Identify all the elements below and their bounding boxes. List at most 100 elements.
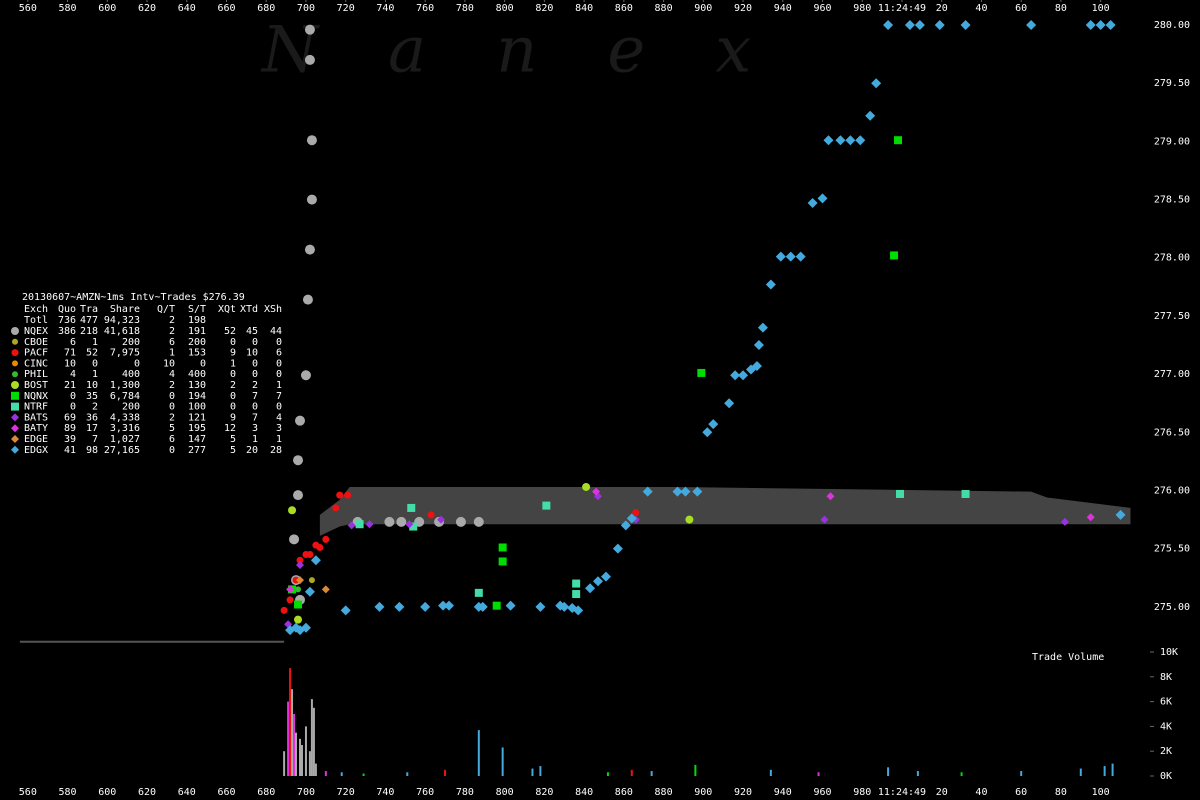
trade-marker xyxy=(680,486,691,497)
x-tick-label: 940 xyxy=(774,3,792,14)
table-cell: BATY xyxy=(24,423,48,434)
trade-marker xyxy=(582,482,591,491)
table-cell: 1 xyxy=(169,348,175,359)
volume-tick-label: 8K xyxy=(1160,672,1172,683)
table-cell: 94,323 xyxy=(104,315,140,326)
table-cell: 218 xyxy=(80,326,98,337)
trade-marker xyxy=(306,550,314,558)
trade-marker xyxy=(455,516,466,527)
trade-marker xyxy=(473,516,484,527)
trade-marker xyxy=(702,427,713,438)
trade-marker xyxy=(293,490,304,501)
table-cell: 41,618 xyxy=(104,326,140,337)
volume-bar xyxy=(817,772,820,776)
table-cell: 3,316 xyxy=(110,423,140,434)
trade-marker xyxy=(409,522,418,531)
table-cell: 39 xyxy=(64,434,76,445)
table-cell: 12 xyxy=(224,423,236,434)
table-cell: 27,165 xyxy=(104,445,140,456)
table-cell: 1 xyxy=(276,434,282,445)
table-cell: 2 xyxy=(92,402,98,413)
x-tick-label: 100 xyxy=(1092,3,1110,14)
table-cell: 7 xyxy=(276,391,282,402)
legend-marker xyxy=(11,381,19,389)
table-cell: 44 xyxy=(270,326,282,337)
trade-marker xyxy=(336,491,344,499)
table-cell: EDGX xyxy=(24,445,48,456)
table-cell: 194 xyxy=(188,391,206,402)
legend-marker xyxy=(11,435,19,443)
volume-bar xyxy=(300,745,303,776)
y-tick-label: 275.00 xyxy=(1154,602,1190,613)
x-tick-label: 840 xyxy=(575,3,593,14)
trade-marker xyxy=(1086,513,1095,522)
table-cell: 200 xyxy=(188,337,206,348)
x-tick-label: 800 xyxy=(496,787,514,798)
trade-marker xyxy=(304,586,315,597)
trade-marker xyxy=(347,521,356,530)
table-cell: 0 xyxy=(200,358,206,369)
trade-marker xyxy=(865,110,876,121)
table-cell: 386 xyxy=(58,326,76,337)
trade-marker xyxy=(1095,20,1106,31)
trade-marker xyxy=(961,489,970,498)
table-cell: 0 xyxy=(252,402,258,413)
chart-title: 20130607~AMZN~1ms Intv~Trades $276.39 xyxy=(22,292,245,303)
x-tick-label: 740 xyxy=(376,3,394,14)
trade-marker xyxy=(286,596,294,604)
trade-marker xyxy=(316,543,324,551)
table-cell: Totl xyxy=(24,315,48,326)
trade-marker xyxy=(289,534,300,545)
table-cell: 41 xyxy=(64,445,76,456)
trade-marker xyxy=(1026,20,1037,31)
table-cell: 4,338 xyxy=(110,412,140,423)
trade-marker xyxy=(775,251,786,262)
volume-bar xyxy=(630,769,633,776)
trade-marker xyxy=(405,520,414,529)
table-cell: 2 xyxy=(230,380,236,391)
trade-marker xyxy=(302,294,313,305)
table-cell: 10 xyxy=(163,358,175,369)
x-tick-label: 760 xyxy=(416,787,434,798)
table-header: XSh xyxy=(264,304,282,315)
x-tick-label: 620 xyxy=(138,3,156,14)
trade-marker xyxy=(437,515,446,524)
trade-marker xyxy=(592,487,601,496)
table-header: Share xyxy=(110,304,140,315)
trade-marker xyxy=(642,486,653,497)
y-tick-label: 276.00 xyxy=(1154,485,1190,496)
table-header: XQt xyxy=(218,304,236,315)
trade-marker xyxy=(894,136,903,145)
x-tick-label: 620 xyxy=(138,787,156,798)
volume-bar xyxy=(314,763,317,776)
volume-bar xyxy=(501,747,504,776)
trade-marker xyxy=(306,194,317,205)
table-cell: 10 xyxy=(64,358,76,369)
y-tick-label: 276.50 xyxy=(1154,427,1190,438)
table-cell: 277 xyxy=(188,445,206,456)
table-cell: 2 xyxy=(169,315,175,326)
volume-bar xyxy=(308,751,311,776)
table-cell: 200 xyxy=(122,402,140,413)
table-cell: 45 xyxy=(246,326,258,337)
table-cell: 10 xyxy=(86,380,98,391)
volume-bar xyxy=(283,751,286,776)
trade-marker xyxy=(871,78,882,89)
y-tick-label: 275.50 xyxy=(1154,544,1190,555)
trade-marker xyxy=(444,600,455,611)
volume-bar xyxy=(293,714,296,776)
x-tick-label: 720 xyxy=(337,787,355,798)
trade-marker xyxy=(310,555,321,566)
trade-marker xyxy=(795,251,806,262)
watermark: Nanex xyxy=(260,14,821,88)
legend-marker xyxy=(11,413,19,422)
table-cell: 3 xyxy=(276,423,282,434)
table-cell: 477 xyxy=(80,315,98,326)
trade-marker xyxy=(304,244,315,255)
trade-marker xyxy=(934,20,945,31)
table-cell: 89 xyxy=(64,423,76,434)
table-cell: 200 xyxy=(122,337,140,348)
trade-marker xyxy=(785,251,796,262)
trade-marker xyxy=(365,520,374,529)
x-tick-label: 60 xyxy=(1015,787,1027,798)
